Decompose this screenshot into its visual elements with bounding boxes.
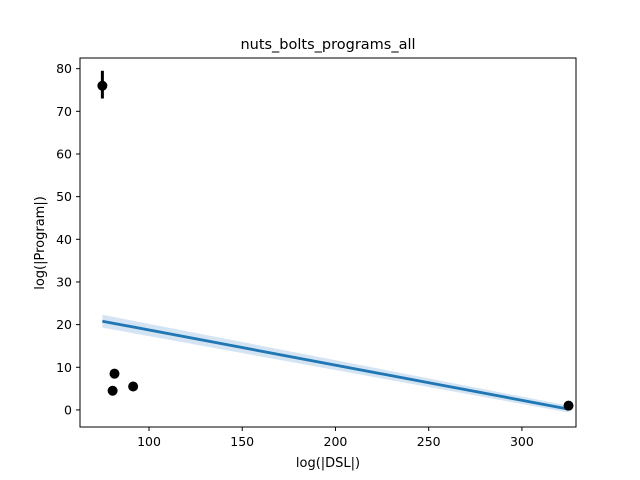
data-point-0 [97,80,108,91]
data-point-1 [107,385,118,396]
chart-title: nuts_bolts_programs_all [240,37,415,53]
y-tick-label-8: 80 [56,61,72,76]
y-tick-label-1: 10 [56,360,72,375]
y-tick-label-3: 30 [56,274,72,289]
plot-area [97,70,574,413]
y-tick-label-7: 70 [56,104,72,119]
x-axis-label: log(|DSL|) [296,456,360,471]
data-point-3 [128,381,139,392]
x-tick-label-2: 200 [324,434,348,449]
y-tick-label-0: 0 [64,402,72,417]
axes-frame [79,57,577,428]
x-tick-label-0: 100 [137,434,161,449]
data-point-2 [109,368,120,379]
data-point-4 [563,400,574,411]
y-tick-label-6: 60 [56,146,72,161]
x-tick-label-3: 250 [417,434,441,449]
y-tick-label-5: 50 [56,189,72,204]
axis-ticks: 100 150 200 250 300 0 10 20 30 40 50 60 70 80 [56,61,534,449]
y-tick-label-4: 40 [56,232,72,247]
regression-line [102,319,569,411]
x-tick-label-1: 150 [230,434,254,449]
x-tick-label-4: 300 [510,434,534,449]
y-axis-label: log(|Program|) [33,196,48,290]
y-tick-label-2: 20 [56,317,72,332]
